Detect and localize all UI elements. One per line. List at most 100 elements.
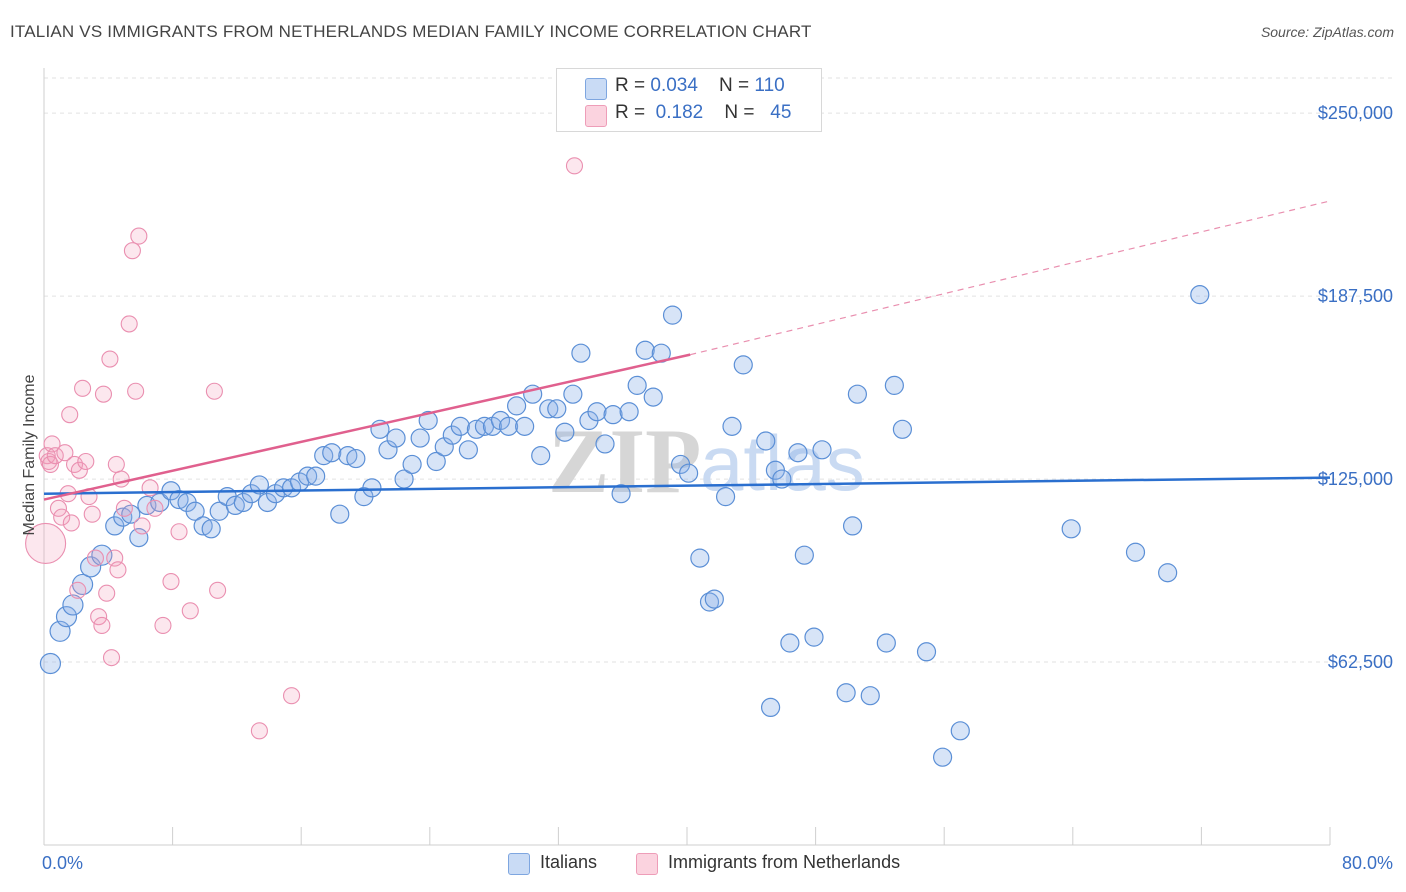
point-netherlands: [123, 242, 141, 260]
point-italians: [362, 478, 382, 498]
series-netherlands: [25, 157, 584, 740]
y-tick-labels: $62,500 $125,000 $187,500 $250,000: [1318, 103, 1393, 672]
point-italians: [450, 416, 470, 436]
point-italians: [1158, 563, 1178, 583]
point-netherlands: [133, 517, 151, 535]
point-italians: [847, 384, 867, 404]
point-netherlands: [127, 382, 145, 400]
point-italians: [794, 545, 814, 565]
r-label: R =: [615, 75, 651, 96]
point-italians: [515, 416, 535, 436]
legend-label-italians: Italians: [540, 852, 598, 872]
y-tick-label: $125,000: [1318, 469, 1393, 489]
point-italians: [418, 410, 438, 431]
legend-swatch-netherlands: [585, 105, 607, 127]
trend-netherlands-extension: [690, 200, 1331, 356]
point-italians: [662, 305, 683, 325]
point-netherlands: [107, 455, 125, 473]
y-tick-label: $187,500: [1318, 286, 1393, 306]
point-italians: [950, 721, 970, 741]
source-label: Source: ZipAtlas.com: [1260, 24, 1394, 40]
point-italians: [1061, 519, 1081, 539]
point-italians: [635, 340, 655, 360]
point-italians: [547, 399, 567, 419]
point-italians: [402, 454, 422, 475]
point-italians: [322, 443, 342, 463]
r-value: 0.182: [655, 102, 704, 123]
point-netherlands: [69, 581, 87, 599]
point-italians: [760, 697, 781, 718]
point-italians: [643, 387, 663, 407]
point-netherlands: [62, 514, 80, 532]
legend-stats-netherlands: R = 0.182 N = 45: [615, 102, 791, 124]
point-italians: [55, 606, 78, 628]
point-netherlands: [53, 508, 71, 526]
point-italians: [498, 416, 519, 436]
point-italians: [531, 446, 551, 466]
point-italians: [603, 405, 623, 425]
point-netherlands: [86, 549, 104, 567]
r-label: R =: [615, 102, 651, 123]
point-italians: [704, 589, 724, 609]
point-italians: [1190, 285, 1210, 305]
point-italians: [690, 548, 710, 568]
gridlines: [44, 77, 1395, 663]
point-italians: [80, 556, 102, 578]
x-tick-labels: 0.0% 80.0%: [42, 853, 1393, 873]
point-italians: [458, 440, 478, 460]
point-italians: [722, 416, 742, 436]
point-italians: [780, 633, 800, 653]
n-value: 110: [754, 75, 785, 96]
legend-stats: R = 0.034 N = 110 R = 0.182 N = 45: [556, 68, 822, 132]
legend-series: Italians Immigrants from Netherlands: [0, 852, 1406, 876]
point-netherlands: [46, 447, 64, 465]
point-netherlands: [90, 608, 108, 626]
n-label: N =: [719, 75, 755, 96]
point-netherlands: [565, 157, 584, 175]
point-italians: [555, 422, 575, 442]
point-italians: [876, 633, 896, 653]
legend-swatch-italians: [585, 78, 607, 100]
point-netherlands: [83, 505, 101, 523]
point-italians: [62, 594, 84, 616]
n-label: N =: [724, 102, 760, 123]
n-value: 45: [770, 102, 792, 123]
chart-title: ITALIAN VS IMMIGRANTS FROM NETHERLANDS M…: [10, 22, 812, 41]
point-italians: [836, 683, 856, 703]
point-netherlands: [146, 499, 164, 517]
point-italians: [884, 375, 904, 395]
point-italians: [932, 747, 953, 767]
point-italians: [571, 343, 591, 363]
axes: [43, 68, 1331, 846]
point-netherlands: [94, 385, 113, 403]
r-value: 0.034: [650, 75, 698, 96]
point-italians: [788, 443, 808, 463]
point-italians: [121, 504, 141, 524]
point-italians: [627, 375, 647, 395]
point-netherlands: [181, 602, 199, 620]
point-italians: [426, 451, 446, 472]
legend-swatch-netherlands: [636, 853, 658, 875]
point-netherlands: [120, 315, 138, 333]
point-netherlands: [101, 350, 119, 368]
point-netherlands: [98, 584, 116, 602]
point-italians: [539, 399, 559, 419]
point-italians: [39, 652, 62, 675]
point-netherlands: [162, 572, 180, 591]
point-italians: [733, 355, 753, 375]
point-italians: [715, 487, 736, 507]
point-italians: [679, 463, 699, 483]
point-netherlands: [70, 461, 88, 479]
y-tick-label: $250,000: [1318, 103, 1393, 123]
point-netherlands: [109, 561, 127, 579]
point-italians: [1125, 542, 1146, 562]
legend-row-netherlands: R = 0.182 N = 45: [557, 102, 821, 128]
point-netherlands: [56, 444, 74, 462]
trend-netherlands: [43, 353, 691, 501]
point-netherlands: [130, 227, 148, 245]
x-tick-label: 0.0%: [42, 853, 83, 873]
y-tick-label: $62,500: [1328, 652, 1393, 672]
point-italians: [185, 501, 205, 521]
point-netherlands: [74, 379, 92, 397]
